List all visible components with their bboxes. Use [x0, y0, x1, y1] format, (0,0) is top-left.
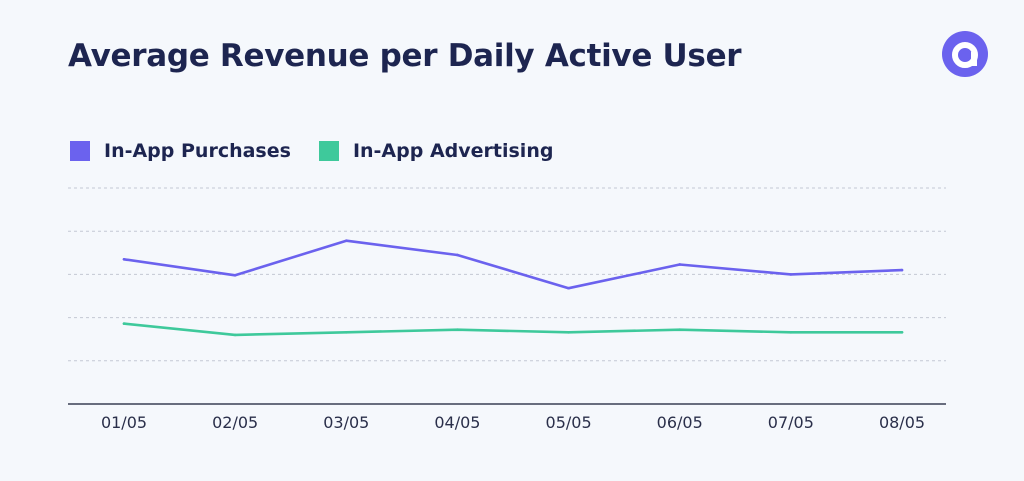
series-line-1: [122, 322, 904, 337]
x-tick-label: 03/05: [323, 413, 369, 432]
data-point: [678, 328, 682, 331]
chart-legend: In-App Purchases In-App Advertising: [70, 140, 581, 162]
data-point: [122, 257, 126, 261]
data-point: [344, 330, 348, 334]
x-tick-label: 06/05: [657, 413, 703, 432]
data-point: [567, 286, 570, 290]
x-tick-label: 01/05: [101, 413, 147, 432]
data-point: [122, 322, 126, 325]
legend-swatch-iaa: [318, 141, 339, 161]
applovin-logo-icon: [942, 31, 988, 77]
legend-item-iaa: In-App Advertising: [318, 140, 554, 162]
data-point: [567, 330, 570, 334]
legend-label-iaa: In-App Advertising: [352, 140, 554, 162]
data-point: [456, 253, 459, 257]
data-point: [233, 273, 237, 277]
legend-item-iap: In-App Purchases: [70, 140, 291, 162]
chart-title: Average Revenue per Daily Active User: [68, 38, 742, 74]
data-point: [678, 263, 682, 266]
x-tick-label: 08/05: [879, 413, 925, 432]
data-point: [233, 333, 237, 337]
x-tick-label: 04/05: [434, 413, 480, 432]
legend-label-iap: In-App Purchases: [104, 140, 291, 162]
data-point: [789, 273, 793, 276]
data-point: [900, 330, 904, 334]
x-tick-label: 07/05: [768, 413, 814, 432]
x-tick-label: 02/05: [212, 413, 258, 432]
data-point: [789, 330, 793, 334]
data-point: [344, 239, 348, 243]
data-point: [456, 328, 459, 331]
x-tick-label: 05/05: [546, 413, 592, 432]
data-point: [900, 268, 904, 272]
legend-swatch-iap: [70, 141, 90, 161]
series-line-0: [122, 239, 904, 290]
